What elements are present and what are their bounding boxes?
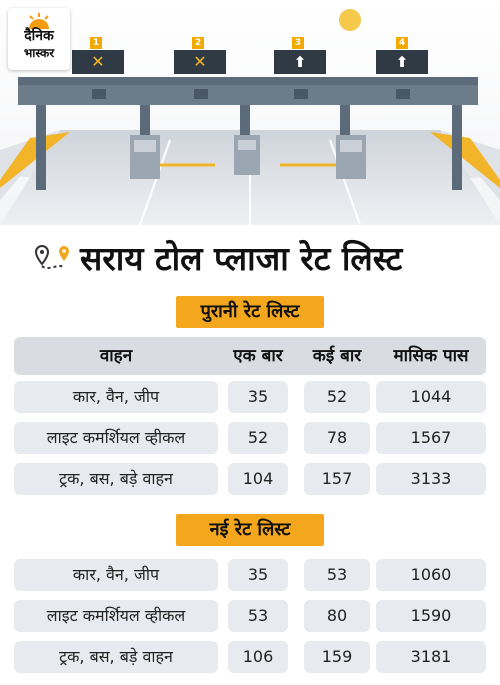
cell-one-trip: 35 <box>228 381 288 413</box>
cell-one-trip: 53 <box>228 600 288 632</box>
sign-number-2: 2 <box>192 37 204 49</box>
cell-vehicle: कार, वैन, जीप <box>14 381 218 413</box>
toll-plaza-illustration: 1 2 3 4 ✕ ✕ ⬆ ⬆ दैनिक भास्कर <box>0 0 500 225</box>
brand-line-2: भास्कर <box>23 46 55 60</box>
sun-icon <box>339 9 361 31</box>
cell-vehicle: कार, वैन, जीप <box>14 559 218 591</box>
cell-monthly-pass: 1567 <box>376 422 486 454</box>
sign-number-4: 4 <box>396 37 408 49</box>
cell-monthly-pass: 3181 <box>376 641 486 673</box>
table-row: कार, वैन, जीप 35 53 1060 <box>14 559 486 591</box>
cell-multi-trip: 157 <box>304 463 370 495</box>
sign-cross-icon: ✕ <box>91 52 105 71</box>
table-row: ट्रक, बस, बड़े वाहन 104 157 3133 <box>14 463 486 495</box>
cell-vehicle: लाइट कमर्शियल व्हीकल <box>14 422 218 454</box>
cell-vehicle: लाइट कमर्शियल व्हीकल <box>14 600 218 632</box>
cell-one-trip: 106 <box>228 641 288 673</box>
brand-logo: दैनिक भास्कर <box>8 8 70 70</box>
toll-plaza-scene <box>0 0 500 225</box>
sign-arrow-up-icon: ⬆ <box>395 53 409 71</box>
table-row: ट्रक, बस, बड़े वाहन 106 159 3181 <box>14 641 486 673</box>
cell-monthly-pass: 1044 <box>376 381 486 413</box>
table-header: वाहन एक बार कई बार मासिक पास <box>14 337 486 375</box>
title-row: सराय टोल प्लाजा रेट लिस्ट <box>0 234 500 284</box>
new-rate-list-label: नई रेट लिस्ट <box>176 514 324 546</box>
col-vehicle: वाहन <box>99 346 133 366</box>
cell-vehicle: ट्रक, बस, बड़े वाहन <box>14 463 218 495</box>
table-row: कार, वैन, जीप 35 52 1044 <box>14 381 486 413</box>
old-rate-list-label: पुरानी रेट लिस्ट <box>176 296 324 328</box>
table-row: लाइट कमर्शियल व्हीकल 53 80 1590 <box>14 600 486 632</box>
cell-vehicle: ट्रक, बस, बड़े वाहन <box>14 641 218 673</box>
cell-one-trip: 52 <box>228 422 288 454</box>
cell-one-trip: 35 <box>228 559 288 591</box>
route-pin-icon <box>34 244 69 269</box>
sign-arrow-up-icon: ⬆ <box>293 53 307 71</box>
page-title: सराय टोल प्लाजा रेट लिस्ट <box>80 239 403 278</box>
cell-multi-trip: 53 <box>304 559 370 591</box>
cell-multi-trip: 78 <box>304 422 370 454</box>
col-one-trip: एक बार <box>233 346 283 366</box>
cell-multi-trip: 159 <box>304 641 370 673</box>
cell-multi-trip: 80 <box>304 600 370 632</box>
cell-multi-trip: 52 <box>304 381 370 413</box>
cell-monthly-pass: 1590 <box>376 600 486 632</box>
sun-logo-icon <box>29 13 49 29</box>
cell-one-trip: 104 <box>228 463 288 495</box>
table-row: लाइट कमर्शियल व्हीकल 52 78 1567 <box>14 422 486 454</box>
cell-monthly-pass: 1060 <box>376 559 486 591</box>
col-multi-trip: कई बार <box>312 346 362 366</box>
brand-line-1: दैनिक <box>24 28 54 44</box>
sign-number-1: 1 <box>90 37 102 49</box>
sign-number-3: 3 <box>292 37 304 49</box>
cell-monthly-pass: 3133 <box>376 463 486 495</box>
sign-cross-icon: ✕ <box>193 52 207 71</box>
col-monthly-pass: मासिक पास <box>393 346 469 366</box>
